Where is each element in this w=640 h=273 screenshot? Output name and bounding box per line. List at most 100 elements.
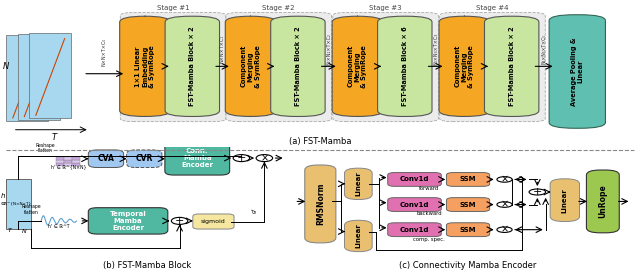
FancyBboxPatch shape	[305, 165, 336, 243]
Text: Stage #1: Stage #1	[157, 5, 189, 11]
FancyBboxPatch shape	[18, 34, 60, 120]
Text: (a) FST-Mamba: (a) FST-Mamba	[289, 137, 351, 146]
Text: 1×1 Linear
Embedding
& SymRope: 1×1 Linear Embedding & SymRope	[135, 45, 155, 88]
Text: Conv1d: Conv1d	[400, 227, 429, 233]
FancyBboxPatch shape	[29, 33, 71, 118]
Text: +: +	[237, 153, 246, 163]
FancyBboxPatch shape	[88, 208, 168, 234]
Text: ×: ×	[500, 225, 509, 235]
Text: forward: forward	[419, 186, 439, 191]
FancyBboxPatch shape	[226, 13, 332, 122]
FancyBboxPatch shape	[64, 160, 72, 163]
Text: h' ∈ ℝ^T: h' ∈ ℝ^T	[48, 224, 70, 229]
Text: comp. spec.: comp. spec.	[413, 237, 445, 242]
Text: Linear: Linear	[562, 188, 568, 213]
FancyBboxPatch shape	[378, 16, 432, 117]
FancyBboxPatch shape	[447, 223, 490, 237]
FancyBboxPatch shape	[484, 16, 539, 117]
FancyBboxPatch shape	[388, 173, 442, 186]
FancyBboxPatch shape	[72, 157, 80, 160]
FancyBboxPatch shape	[56, 160, 63, 163]
FancyBboxPatch shape	[120, 16, 170, 117]
FancyBboxPatch shape	[193, 214, 234, 229]
FancyBboxPatch shape	[56, 157, 63, 160]
Text: ×: ×	[500, 174, 509, 185]
FancyBboxPatch shape	[439, 16, 490, 117]
FancyBboxPatch shape	[64, 163, 72, 166]
Text: T: T	[8, 228, 12, 233]
FancyBboxPatch shape	[88, 150, 124, 168]
Text: h: h	[1, 193, 5, 199]
FancyBboxPatch shape	[550, 179, 580, 221]
Text: CVR: CVR	[136, 154, 153, 163]
Text: T: T	[51, 133, 56, 142]
FancyBboxPatch shape	[120, 13, 226, 122]
Text: Reshape
flatten: Reshape flatten	[21, 204, 41, 215]
Text: Temporal
Mamba
Encoder: Temporal Mamba Encoder	[109, 211, 147, 231]
Text: SSM: SSM	[460, 201, 477, 207]
FancyBboxPatch shape	[549, 15, 605, 128]
FancyBboxPatch shape	[344, 168, 372, 200]
Text: (c) Connectivity Mamba Encoder: (c) Connectivity Mamba Encoder	[399, 262, 536, 271]
Text: Component
Merging
& SymRope: Component Merging & SymRope	[241, 45, 260, 88]
Circle shape	[497, 202, 512, 207]
Text: ∈ℝ^{N×N×T}: ∈ℝ^{N×N×T}	[1, 201, 32, 205]
Text: FST-Mamba Block × 2: FST-Mamba Block × 2	[295, 26, 301, 106]
Text: Conv1d: Conv1d	[400, 176, 429, 182]
Text: g': g'	[252, 207, 257, 213]
Circle shape	[233, 155, 250, 162]
FancyBboxPatch shape	[332, 16, 383, 117]
Text: CVA: CVA	[97, 154, 115, 163]
Text: ×: ×	[260, 153, 268, 163]
FancyBboxPatch shape	[165, 141, 230, 175]
Text: SSM: SSM	[460, 176, 477, 182]
Text: Conn.
Mamba
Encoder: Conn. Mamba Encoder	[181, 148, 213, 168]
FancyBboxPatch shape	[344, 220, 372, 252]
Text: N: N	[3, 62, 10, 71]
FancyBboxPatch shape	[225, 16, 276, 117]
FancyBboxPatch shape	[271, 16, 325, 117]
Text: FST-Mamba Block × 2: FST-Mamba Block × 2	[189, 26, 195, 106]
Circle shape	[497, 227, 512, 232]
FancyBboxPatch shape	[333, 13, 438, 122]
FancyBboxPatch shape	[165, 16, 220, 117]
FancyBboxPatch shape	[6, 179, 31, 229]
FancyBboxPatch shape	[447, 198, 490, 212]
Circle shape	[256, 155, 273, 162]
Text: h' ∈ ℝ^{N×N}: h' ∈ ℝ^{N×N}	[51, 165, 86, 170]
Text: N×N×T×C₀: N×N×T×C₀	[102, 37, 107, 66]
Text: backward: backward	[417, 212, 442, 216]
FancyBboxPatch shape	[72, 163, 80, 166]
FancyBboxPatch shape	[64, 157, 72, 160]
Text: Reshape
flatten: Reshape flatten	[36, 143, 56, 153]
Text: N₃×N₃×T×C₃: N₃×N₃×T×C₃	[433, 32, 438, 65]
Text: (b) FST-Mamba Block: (b) FST-Mamba Block	[103, 262, 191, 271]
Text: FST-Mamba Block × 6: FST-Mamba Block × 6	[402, 26, 408, 106]
FancyBboxPatch shape	[6, 35, 48, 121]
Text: N₂×N₂×T×C₂: N₂×N₂×T×C₂	[326, 33, 331, 65]
Text: N×N×T×C₁: N×N×T×C₁	[220, 35, 225, 63]
FancyBboxPatch shape	[388, 223, 442, 237]
Text: N₅×N₅×T×C₅: N₅×N₅×T×C₅	[541, 34, 547, 64]
FancyBboxPatch shape	[127, 150, 162, 168]
Text: N: N	[22, 229, 27, 234]
Text: Component
Merging
& SymRope: Component Merging & SymRope	[454, 45, 474, 88]
Circle shape	[529, 189, 546, 195]
Text: +: +	[532, 187, 542, 197]
FancyBboxPatch shape	[72, 160, 80, 163]
FancyBboxPatch shape	[586, 170, 620, 233]
Text: Component
Merging
& SymRope: Component Merging & SymRope	[348, 45, 367, 88]
Text: RMSNorm: RMSNorm	[316, 183, 325, 225]
Text: SSM: SSM	[460, 227, 477, 233]
Text: sigmoid: sigmoid	[201, 219, 226, 224]
Text: Stage #2: Stage #2	[262, 5, 295, 11]
Text: Linear: Linear	[355, 171, 362, 196]
Circle shape	[172, 217, 188, 224]
FancyBboxPatch shape	[388, 198, 442, 212]
FancyBboxPatch shape	[56, 163, 63, 166]
Text: Stage #4: Stage #4	[476, 5, 509, 11]
Text: Conv1d: Conv1d	[400, 201, 429, 207]
Text: Stage #3: Stage #3	[369, 5, 402, 11]
Text: Average Pooling &
Linear: Average Pooling & Linear	[571, 37, 584, 106]
Text: Linear: Linear	[355, 224, 362, 248]
